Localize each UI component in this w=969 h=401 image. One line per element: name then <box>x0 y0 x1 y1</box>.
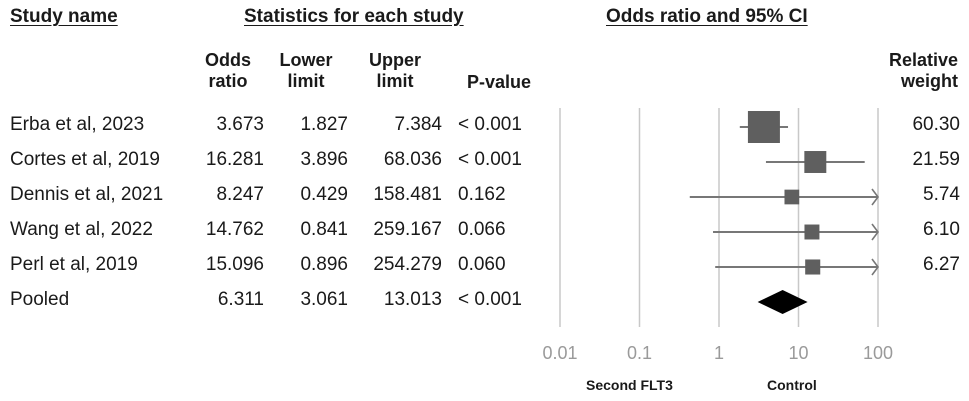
col-weight-line1: Relative <box>888 50 958 70</box>
weight-cell: 6.10 <box>923 219 960 240</box>
study-name-cell: Cortes et al, 2019 <box>10 149 160 170</box>
study-name-cell: Dennis et al, 2021 <box>10 184 164 205</box>
col-odds-ratio: Odds ratio <box>198 50 258 92</box>
col-odds-ratio-line2: ratio <box>208 71 248 91</box>
x-tick-label: 1 <box>714 343 724 363</box>
p-value-cell: 0.066 <box>458 219 506 240</box>
ci-arrow <box>871 258 879 276</box>
study-name-cell: Wang et al, 2022 <box>10 219 153 240</box>
effect-marker <box>804 224 820 240</box>
upper-limit-cell: 254.279 <box>373 254 442 275</box>
p-value-cell: < 0.001 <box>458 149 522 170</box>
odds-ratio-cell: 6.311 <box>217 289 264 310</box>
odds-ratio-cell: 16.281 <box>205 149 264 170</box>
pooled-diamond <box>757 290 808 314</box>
col-lower-line1: Lower <box>279 50 333 70</box>
effect-marker <box>805 259 821 275</box>
lower-limit-cell: 0.841 <box>300 219 348 240</box>
upper-limit-cell: 158.481 <box>373 184 442 205</box>
upper-limit-cell: 259.167 <box>373 219 442 240</box>
p-value-cell: 0.162 <box>458 184 506 205</box>
weight-cell: 21.59 <box>912 149 960 170</box>
col-p-value: P-value <box>466 72 532 92</box>
study-name-cell: Perl et al, 2019 <box>10 254 138 275</box>
odds-ratio-cell: 14.762 <box>205 219 264 240</box>
study-name-cell: Erba et al, 2023 <box>10 114 145 135</box>
lower-limit-cell: 0.429 <box>300 184 348 205</box>
upper-limit-cell: 68.036 <box>383 149 442 170</box>
col-upper-line2: limit <box>376 71 414 91</box>
upper-limit-cell: 13.013 <box>383 289 442 310</box>
upper-limit-cell: 7.384 <box>394 114 442 135</box>
col-relative-weight: Relative weight <box>868 50 958 92</box>
ci-arrow <box>871 188 879 206</box>
x-tick-label: 0.01 <box>542 343 577 363</box>
axis-label-right: Control <box>767 377 817 393</box>
p-value-cell: < 0.001 <box>458 114 522 135</box>
col-upper-limit: Upper limit <box>362 50 428 92</box>
odds-ratio-cell: 15.096 <box>205 254 264 275</box>
study-name-header: Study name <box>10 6 118 27</box>
effect-marker <box>804 151 827 173</box>
lower-limit-cell: 1.827 <box>300 114 348 135</box>
x-tick-label: 10 <box>788 343 808 363</box>
col-lower-limit: Lower limit <box>276 50 336 92</box>
weight-cell: 5.74 <box>923 184 960 205</box>
col-weight-line2: weight <box>901 71 958 91</box>
lower-limit-cell: 3.061 <box>300 289 348 310</box>
p-value-cell: 0.060 <box>458 254 506 275</box>
p-value-cell: < 0.001 <box>458 289 522 310</box>
ci-arrow <box>871 223 879 241</box>
study-name-cell: Pooled <box>10 289 70 310</box>
weight-cell: 60.30 <box>912 114 960 135</box>
odds-ratio-cell: 3.673 <box>216 114 264 135</box>
col-upper-line1: Upper <box>368 50 421 70</box>
lower-limit-cell: 0.896 <box>300 254 348 275</box>
x-tick-label: 0.1 <box>627 343 652 363</box>
axis-label-left: Second FLT3 <box>586 377 673 393</box>
col-odds-ratio-line1: Odds <box>204 50 251 70</box>
effect-marker <box>784 189 800 205</box>
x-tick-label: 100 <box>863 343 893 363</box>
lower-limit-cell: 3.896 <box>300 149 348 170</box>
odds-ratio-ci-header: Odds ratio and 95% CI <box>606 6 808 27</box>
odds-ratio-cell: 8.247 <box>216 184 264 205</box>
col-lower-line2: limit <box>287 71 325 91</box>
weight-cell: 6.27 <box>923 254 960 275</box>
statistics-header: Statistics for each study <box>244 6 464 27</box>
effect-marker <box>747 111 780 143</box>
